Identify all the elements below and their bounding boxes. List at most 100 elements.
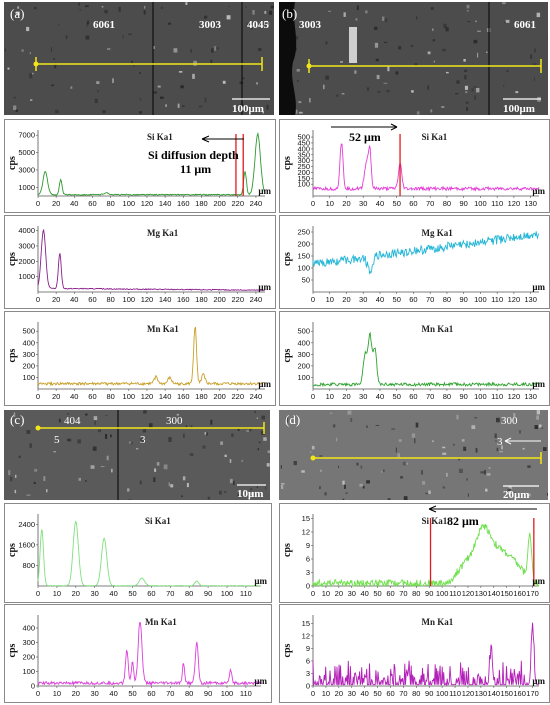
sem-speckle [398,439,402,442]
sem-speckle [170,484,174,488]
sem-speckle [224,491,227,493]
sem-speckle [446,472,448,477]
sem-speckle [325,41,328,45]
sem-speckle [325,75,329,80]
sem-speckle [140,437,144,442]
sem-speckle [104,9,108,14]
sem-speckle [338,465,340,469]
sem-speckle [105,434,108,439]
x-tick-label: 110 [491,199,503,208]
series-line [37,520,262,587]
sem-speckle [484,469,486,475]
sem-speckle [160,96,164,99]
x-tick-label: 160 [177,392,190,401]
sem-speckle [387,498,391,500]
sem-speckle [190,425,193,429]
x-tick-label: 30 [359,392,367,401]
x-tick-label: 60 [386,689,394,698]
sem-speckle [456,414,459,420]
x-tick-label: 10 [322,589,330,598]
y-tick-label: 100 [297,180,310,189]
series-line [312,523,540,588]
sem-speckle [263,437,267,441]
sem-speckle [261,430,265,435]
x-tick-label: 40 [360,689,368,698]
sem-speckle [257,448,259,451]
x-tick-label: 160 [177,295,190,304]
y-tick-label: 2000 [18,257,35,266]
sem-speckle [543,447,547,451]
x-tick-label: 40 [376,199,384,208]
sem-speckle [152,46,155,49]
sem-speckle [442,48,446,52]
sem-speckle [94,98,98,103]
sem-speckle [128,441,132,444]
x-tick-label: 30 [348,689,356,698]
sem-speckle [185,425,187,429]
sem-speckle [207,496,211,500]
sem-speckle [102,110,106,113]
region-label: 4045 [247,19,270,31]
sem-speckle [34,468,38,472]
sem-speckle [410,45,414,47]
x-tick-label: 170 [526,589,539,598]
sem-speckle [70,86,73,89]
sem-speckle [477,52,479,58]
x-tick-label: 20 [52,199,60,208]
sem-speckle [160,6,163,9]
series-line [312,331,540,388]
x-tick-label: 80 [443,392,451,401]
sem-speckle [7,67,10,70]
chart-a1: 0 20 40 60 80 100 120 140 160 180 200 220 240 1000 300… [4,119,276,213]
sem-speckle [144,6,146,9]
sem-speckle [186,483,189,488]
x-tick-label: 180 [195,295,208,304]
x-tick-label: 50 [373,589,381,598]
sem-speckle [32,72,34,75]
sem-speckle [441,106,445,108]
sem-speckle [256,417,258,419]
sem-speckle [466,478,468,481]
sem-speckle [226,15,231,20]
sem-speckle [107,48,111,50]
sem-speckle [248,110,251,114]
sem-speckle [415,422,419,428]
sem-speckle [383,82,388,84]
chart-svg: 0 20 40 60 80 100 120 140 160 180 200 220 240 1000 300… [7,130,271,208]
x-tick-label: 40 [376,295,384,304]
x-tick-label: 110 [491,295,503,304]
chart-svg: 0 10 20 30 40 50 60 70 80 90 100 110 120 130100150200… [282,130,545,208]
sem-speckle [122,34,124,39]
y-tick-label: 300 [22,638,35,647]
sem-speckle [471,425,476,429]
region-label: 300 [166,415,183,427]
sem-speckle [534,77,535,81]
sem-speckle [258,47,262,51]
sem-speckle [168,22,172,25]
y-axis-label: cps [282,252,293,266]
sem-speckle [168,482,170,487]
x-tick-label: 70 [426,295,434,304]
x-tick-label: 0 [36,589,40,598]
sem-speckle [43,476,46,481]
sem-speckle [266,104,269,110]
x-tick-label: 120 [462,589,475,598]
x-axis-label: μm [532,379,545,389]
sem-speckle [400,476,403,479]
sem-speckle [85,35,90,40]
chart-svg: 0 10 20 30 40 50 60 70 80 90 100 110 120 130 140 150 160… [282,514,545,598]
y-tick-label: 0 [31,682,35,691]
sem-speckle [173,48,178,53]
dark-edge-region [279,2,297,115]
sem-speckle [332,424,336,428]
sem-speckle [250,487,253,491]
y-tick-label: 400 [297,338,310,347]
sem-speckle [530,54,533,59]
sem-speckle [375,58,379,62]
x-tick-label: 120 [462,689,475,698]
y-axis-label: cps [282,543,293,557]
point-marker: 3 [140,434,146,446]
scale-bar-label: 100μm [503,103,535,115]
x-tick-label: 90 [425,689,433,698]
sem-speckle [445,27,449,32]
